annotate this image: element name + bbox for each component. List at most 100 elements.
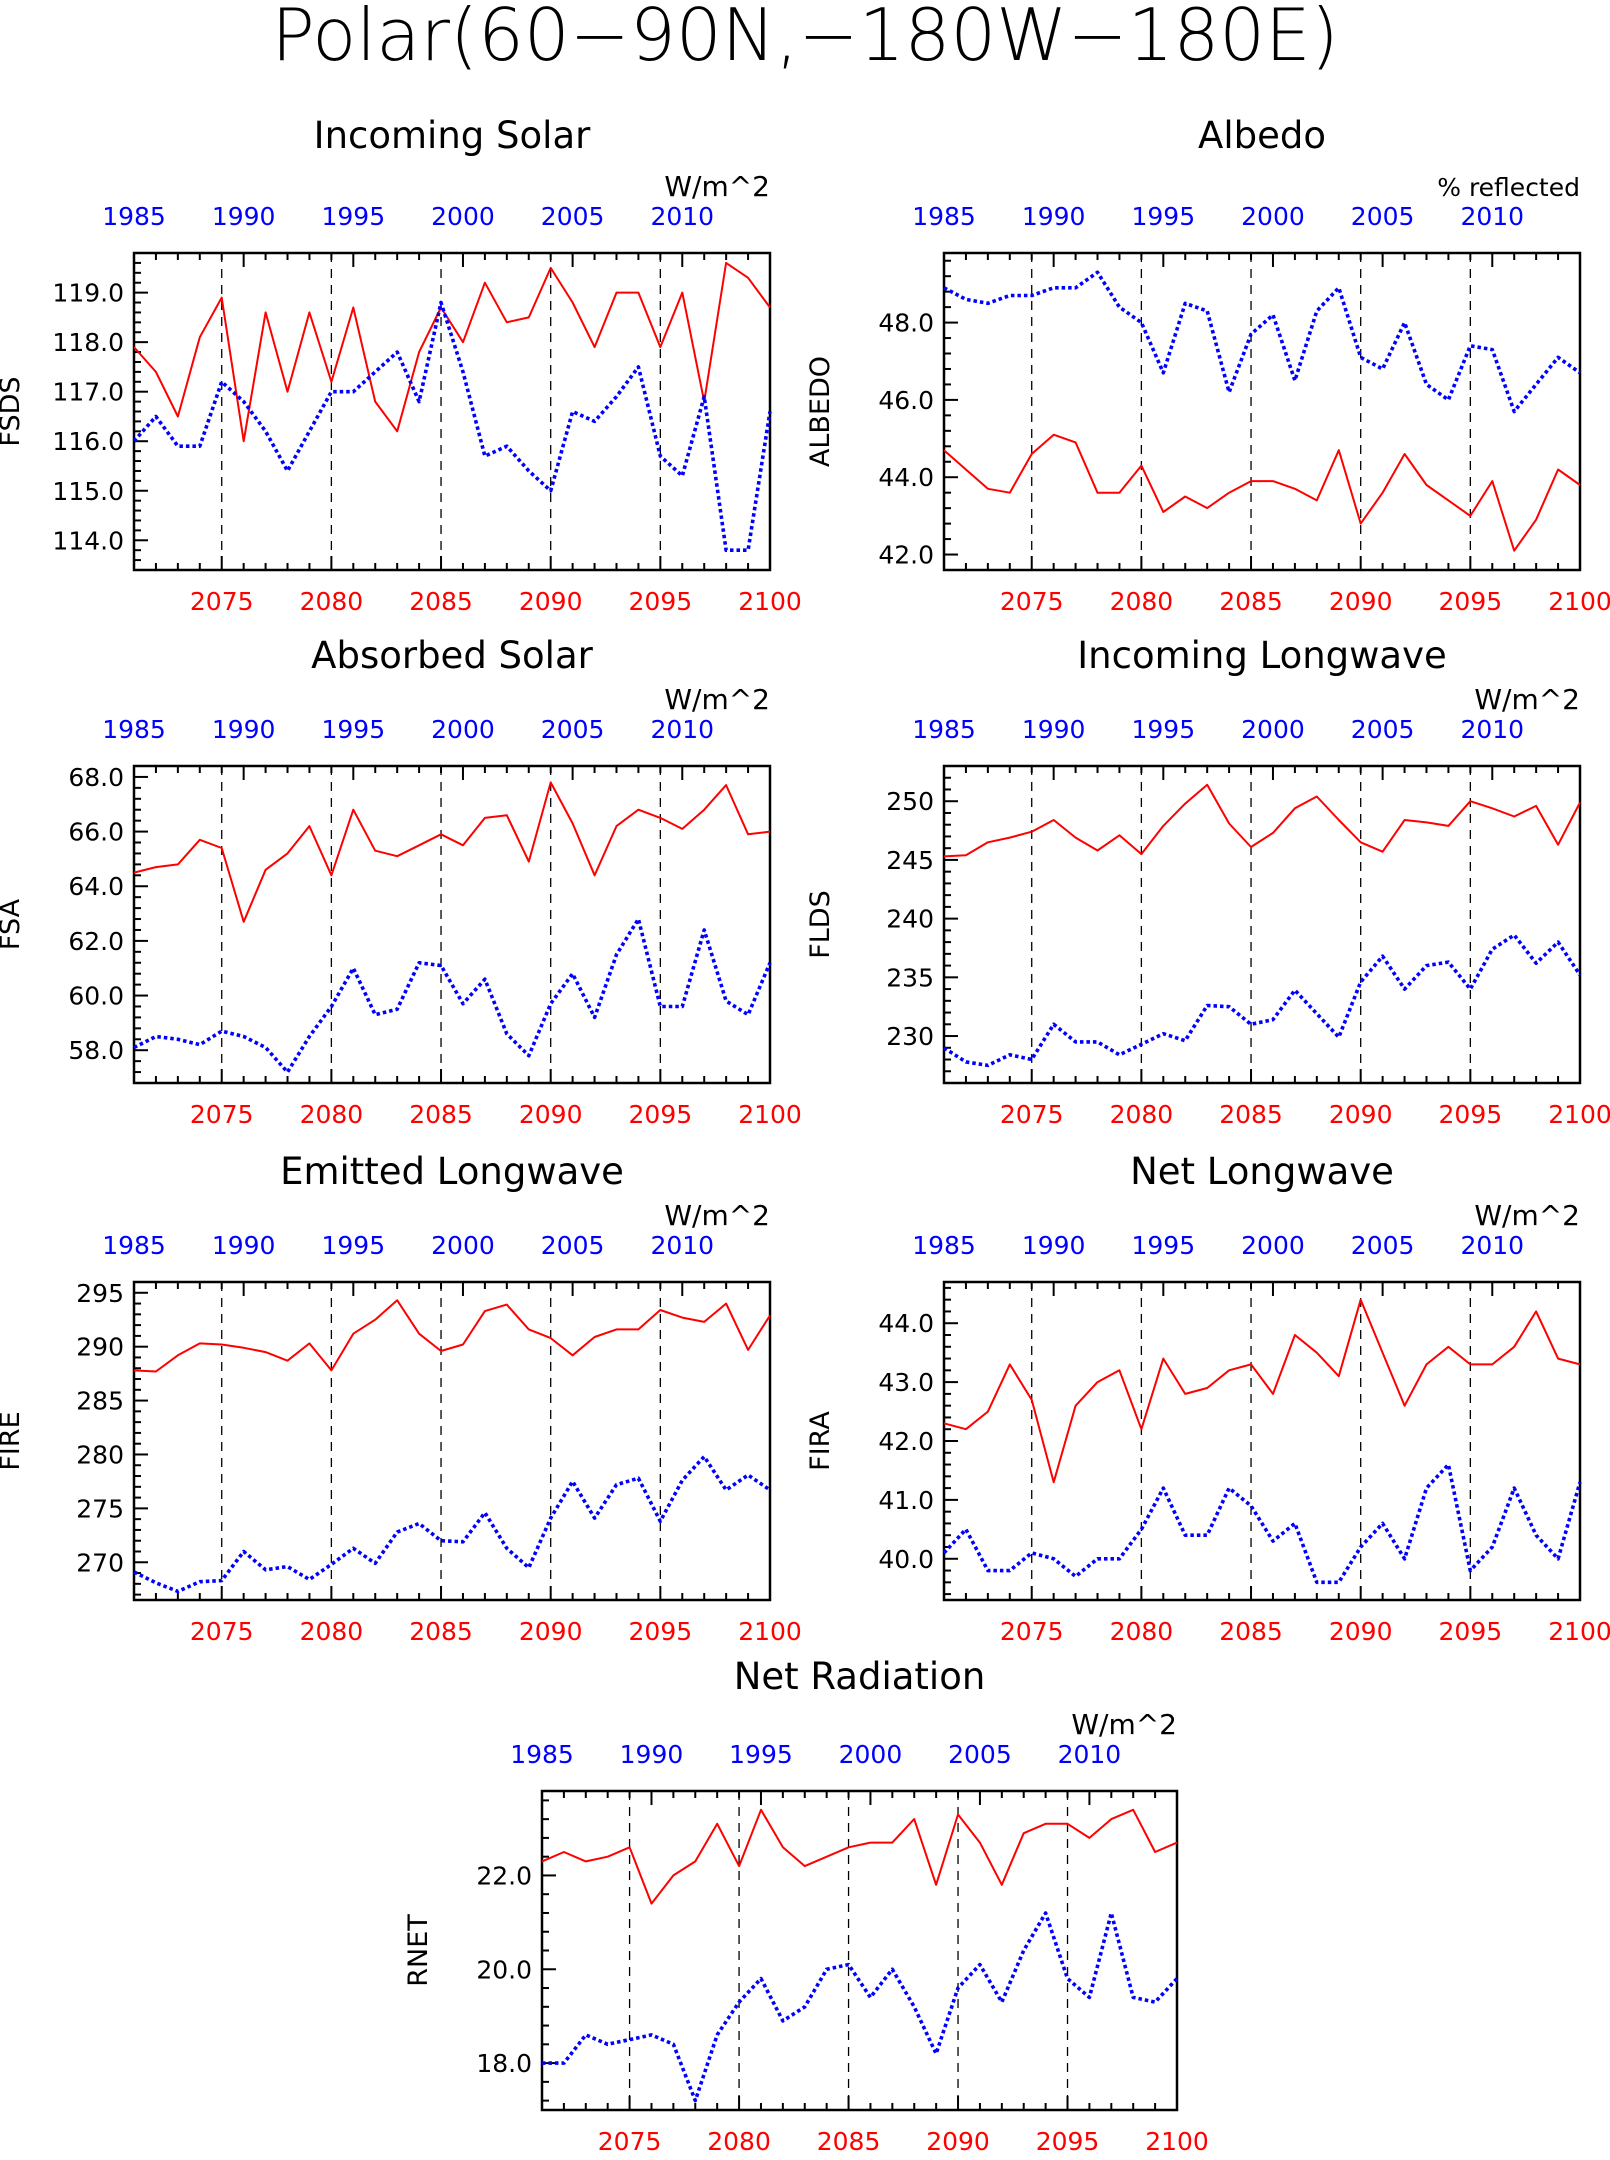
y-tick-label: 285 bbox=[76, 1387, 124, 1416]
x-tick-label-top: 2010 bbox=[1460, 1231, 1524, 1260]
figure-title: Polar(60−90N,−180W−180E) bbox=[271, 0, 1338, 77]
y-tick-label: 118.0 bbox=[52, 328, 124, 357]
x-tick-label-bottom: 2085 bbox=[409, 1100, 473, 1129]
x-tick-label-bottom: 2100 bbox=[738, 1100, 802, 1129]
x-tick-label-top: 2005 bbox=[541, 715, 605, 744]
x-tick-label-top: 1995 bbox=[321, 202, 385, 231]
chart-panel-4: Incoming Longwave W/m^2 2075 2080 2085 2090 20… bbox=[805, 634, 1610, 1129]
series-line-red bbox=[943, 1298, 1581, 1484]
units-label: W/m^2 bbox=[664, 683, 770, 716]
y-tick-label: 119.0 bbox=[52, 279, 124, 308]
x-tick-label-top: 1985 bbox=[510, 1740, 574, 1769]
x-tick-label-bottom: 2100 bbox=[738, 1617, 802, 1646]
y-tick-label: 44.0 bbox=[878, 1309, 934, 1338]
y-tick-label: 116.0 bbox=[52, 427, 124, 456]
x-tick-label-top: 2005 bbox=[1351, 202, 1415, 231]
x-tick-label-top: 1985 bbox=[912, 1231, 976, 1260]
panel-title: Incoming Longwave bbox=[1077, 634, 1447, 677]
series-line-blue bbox=[942, 1462, 1582, 1585]
y-tick-label: 18.0 bbox=[476, 2049, 532, 2078]
y-tick-label: 245 bbox=[886, 846, 934, 875]
y-tick-label: 20.0 bbox=[476, 1955, 532, 1984]
x-tick-label-bottom: 2085 bbox=[817, 2127, 881, 2156]
plot-frame bbox=[942, 1280, 1582, 1602]
x-tick-label-bottom: 2095 bbox=[629, 587, 693, 616]
x-tick-label-top: 1990 bbox=[212, 202, 276, 231]
panel-title: Emitted Longwave bbox=[280, 1150, 624, 1193]
chart-panel-5: Emitted Longwave W/m^2 2075 2080 2085 2090 209… bbox=[0, 1150, 802, 1646]
units-label: W/m^2 bbox=[1474, 1199, 1580, 1232]
x-tick-label-top: 2010 bbox=[650, 202, 714, 231]
series-line-red bbox=[943, 433, 1581, 552]
x-tick-label-bottom: 2090 bbox=[1329, 1100, 1393, 1129]
x-tick-label-top: 2000 bbox=[1241, 1231, 1305, 1260]
chart-panel-6: Net Longwave W/m^2 2075 2080 2085 2090 2095 210… bbox=[805, 1150, 1610, 1646]
x-tick-label-bottom: 2090 bbox=[1329, 1617, 1393, 1646]
x-tick-label-bottom: 2090 bbox=[519, 587, 583, 616]
y-tick-label: 235 bbox=[886, 963, 934, 992]
x-tick-label-bottom: 2075 bbox=[1000, 1100, 1064, 1129]
units-label: W/m^2 bbox=[664, 170, 770, 203]
x-tick-label-top: 1995 bbox=[1131, 1231, 1195, 1260]
y-axis-label: FSA bbox=[0, 898, 26, 950]
units-label: W/m^2 bbox=[1071, 1708, 1177, 1741]
x-tick-label-bottom: 2080 bbox=[300, 1617, 364, 1646]
x-tick-label-bottom: 2075 bbox=[190, 1617, 254, 1646]
x-tick-label-top: 1990 bbox=[212, 715, 276, 744]
y-tick-label: 280 bbox=[76, 1440, 124, 1469]
x-tick-label-bottom: 2085 bbox=[409, 1617, 473, 1646]
x-tick-label-top: 1990 bbox=[620, 1740, 684, 1769]
plot-frame bbox=[132, 1280, 772, 1602]
x-tick-label-top: 2010 bbox=[650, 1231, 714, 1260]
series-line-red bbox=[133, 1299, 771, 1373]
x-tick-label-top: 2000 bbox=[1241, 715, 1305, 744]
x-tick-label-bottom: 2100 bbox=[738, 587, 802, 616]
chart-panel-7: Net Radiation W/m^2 2075 2080 2085 2090 2095 21… bbox=[403, 1655, 1209, 2156]
x-tick-label-bottom: 2085 bbox=[1219, 587, 1283, 616]
y-tick-label: 270 bbox=[76, 1548, 124, 1577]
x-tick-label-top: 1990 bbox=[1022, 202, 1086, 231]
y-tick-label: 46.0 bbox=[878, 386, 934, 415]
x-tick-label-bottom: 2075 bbox=[1000, 1617, 1064, 1646]
x-tick-label-bottom: 2085 bbox=[409, 587, 473, 616]
y-tick-label: 22.0 bbox=[476, 1861, 532, 1890]
panels: Incoming Solar W/m^2 2075 2080 2085 2090 2095 2… bbox=[0, 114, 1610, 2156]
x-tick-label-bottom: 2100 bbox=[1548, 1617, 1610, 1646]
y-tick-label: 58.0 bbox=[68, 1036, 124, 1065]
x-tick-label-top: 2000 bbox=[1241, 202, 1305, 231]
x-tick-label-top: 2005 bbox=[948, 1740, 1012, 1769]
y-tick-label: 43.0 bbox=[878, 1368, 934, 1397]
x-tick-label-bottom: 2095 bbox=[629, 1617, 693, 1646]
chart-panel-1: Incoming Solar W/m^2 2075 2080 2085 2090 2095 2… bbox=[0, 114, 802, 616]
x-tick-label-bottom: 2085 bbox=[1219, 1617, 1283, 1646]
y-axis-label: FIRE bbox=[0, 1411, 26, 1470]
y-tick-label: 275 bbox=[76, 1494, 124, 1523]
x-tick-label-bottom: 2090 bbox=[519, 1617, 583, 1646]
x-tick-label-bottom: 2095 bbox=[1439, 1617, 1503, 1646]
x-tick-label-top: 1985 bbox=[912, 202, 976, 231]
x-tick-label-top: 1995 bbox=[729, 1740, 793, 1769]
panel-title: Incoming Solar bbox=[314, 114, 591, 157]
plot-frame bbox=[942, 251, 1582, 572]
y-tick-label: 290 bbox=[76, 1333, 124, 1362]
x-tick-label-bottom: 2100 bbox=[1145, 2127, 1209, 2156]
y-tick-label: 68.0 bbox=[68, 763, 124, 792]
y-tick-label: 48.0 bbox=[878, 309, 934, 338]
y-tick-label: 60.0 bbox=[68, 982, 124, 1011]
series-line-blue bbox=[133, 1454, 772, 1594]
x-tick-label-bottom: 2080 bbox=[1110, 1100, 1174, 1129]
x-tick-label-top: 2005 bbox=[541, 202, 605, 231]
panel-title: Albedo bbox=[1198, 114, 1326, 157]
x-tick-label-top: 2005 bbox=[1351, 715, 1415, 744]
y-tick-label: 240 bbox=[886, 905, 934, 934]
x-tick-label-bottom: 2075 bbox=[1000, 587, 1064, 616]
x-tick-label-bottom: 2095 bbox=[1036, 2127, 1100, 2156]
plot-frame bbox=[942, 764, 1582, 1085]
x-tick-label-top: 1985 bbox=[102, 1231, 166, 1260]
panel-title: Net Radiation bbox=[734, 1655, 986, 1698]
x-tick-label-top: 1995 bbox=[1131, 715, 1195, 744]
y-axis-label: ALBEDO bbox=[805, 356, 836, 467]
y-tick-label: 40.0 bbox=[878, 1545, 934, 1574]
x-tick-label-top: 2000 bbox=[431, 715, 495, 744]
plot-frame bbox=[132, 764, 772, 1085]
